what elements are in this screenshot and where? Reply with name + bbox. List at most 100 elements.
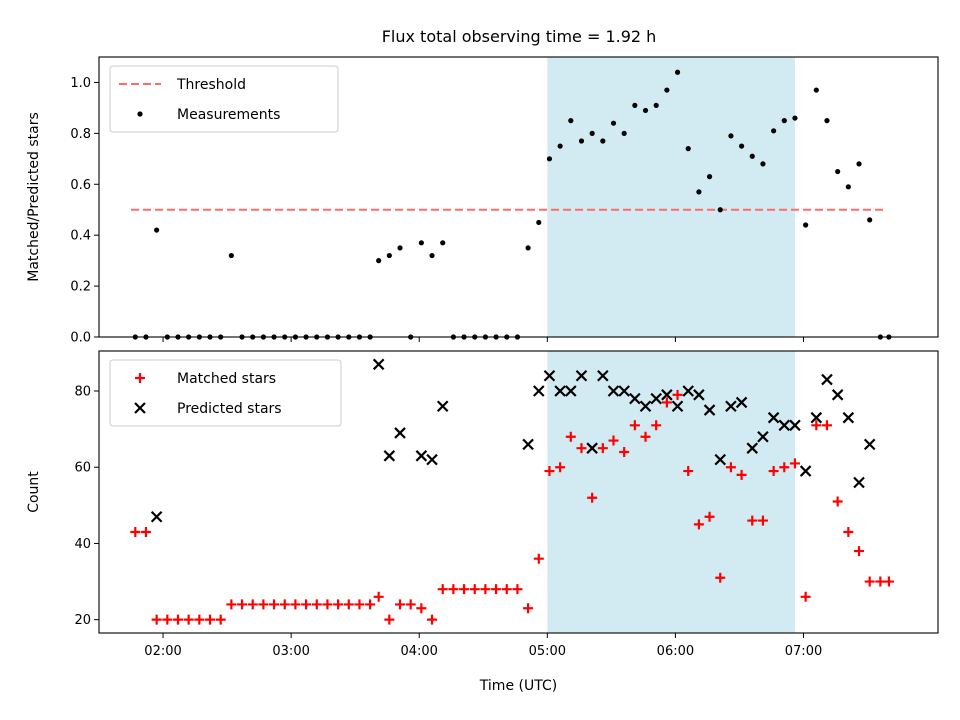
series-matched-stars	[130, 389, 894, 625]
data-point	[835, 168, 841, 175]
data-point	[501, 584, 512, 595]
data-point	[810, 411, 823, 424]
legend-label: Measurements	[177, 107, 280, 123]
data-point	[683, 466, 694, 477]
series-predicted-stars	[150, 358, 876, 523]
data-point	[607, 385, 620, 397]
chart-title: Flux total observing time = 1.92 h	[382, 27, 657, 46]
data-point	[565, 385, 577, 397]
legend-swatch	[137, 111, 143, 117]
y-tick-label: 20	[74, 613, 91, 628]
legend-box	[109, 65, 339, 133]
data-point	[854, 546, 865, 557]
data-point	[247, 599, 258, 610]
data-point	[632, 102, 638, 108]
data-point	[568, 118, 574, 124]
data-point	[533, 385, 545, 397]
data-point	[557, 143, 563, 149]
data-point	[875, 576, 886, 587]
data-point	[258, 599, 269, 610]
data-point	[554, 385, 566, 397]
highlight-band	[547, 351, 795, 633]
data-point	[789, 419, 801, 432]
data-point	[672, 389, 683, 400]
data-point	[736, 469, 747, 480]
data-point	[183, 614, 194, 625]
data-point	[725, 462, 736, 473]
data-point	[226, 599, 237, 610]
data-point	[575, 369, 588, 382]
data-point	[565, 431, 576, 442]
data-point	[416, 603, 427, 614]
data-point	[543, 369, 556, 382]
data-point	[395, 599, 406, 610]
data-point	[512, 584, 523, 595]
data-point	[544, 466, 555, 477]
data-point	[429, 252, 435, 259]
data-point	[621, 130, 627, 136]
data-point	[746, 442, 759, 454]
legend-label: Threshold	[176, 77, 246, 93]
data-point	[172, 614, 183, 625]
data-point	[228, 252, 234, 259]
y-tick-label: 0.8	[70, 127, 91, 142]
data-point	[525, 245, 531, 251]
data-point	[824, 118, 830, 124]
data-point	[448, 584, 459, 595]
data-point	[832, 496, 843, 507]
data-point	[650, 392, 662, 405]
data-point	[799, 465, 812, 477]
data-point	[523, 603, 534, 614]
legend-swatch	[134, 402, 146, 414]
data-point	[706, 174, 713, 180]
data-point	[749, 153, 755, 159]
y-tick-label: 1.0	[70, 76, 91, 91]
data-point	[682, 385, 694, 397]
data-point	[651, 420, 662, 431]
data-point	[418, 240, 424, 246]
data-point	[194, 614, 205, 625]
bottom-panel: 20 40 60 80 02:00 03:00 04:00 05:00 06:00 07:00 Co…	[26, 350, 939, 694]
top-panel: 0.0 0.2 0.4 0.6 0.8 1.0 Matched/Predicted star…	[26, 56, 939, 346]
data-point	[427, 614, 438, 625]
data-point	[130, 527, 141, 538]
data-point	[693, 389, 705, 401]
data-point	[831, 389, 844, 401]
data-point	[343, 599, 354, 610]
x-tick-label: 06:00	[657, 644, 694, 659]
data-point	[437, 584, 448, 595]
data-point	[760, 161, 766, 167]
data-point	[735, 396, 748, 409]
data-point	[397, 245, 403, 251]
x-tick-label: 07:00	[785, 644, 822, 659]
data-point	[376, 258, 382, 264]
data-point	[587, 492, 598, 503]
data-point	[842, 411, 855, 424]
y-tick-label: 80	[74, 385, 91, 400]
data-point	[555, 462, 566, 473]
data-point	[600, 138, 606, 144]
data-point	[671, 400, 684, 413]
data-point	[608, 435, 619, 446]
data-point	[639, 400, 652, 413]
plot-frame	[98, 350, 939, 634]
data-point	[576, 443, 587, 454]
data-point	[589, 130, 595, 136]
data-point	[269, 599, 280, 610]
data-point	[714, 453, 727, 466]
data-point	[301, 599, 312, 610]
data-point	[640, 431, 651, 442]
data-point	[693, 519, 704, 530]
data-point	[459, 584, 470, 595]
data-point	[619, 446, 630, 457]
data-point	[597, 369, 609, 382]
x-tick-label: 05:00	[529, 644, 566, 659]
data-point	[725, 400, 737, 413]
data-point	[365, 599, 376, 610]
data-point	[215, 614, 226, 625]
legend-label: Matched stars	[177, 371, 276, 387]
y-tick-label: 0.2	[70, 280, 91, 295]
data-point	[863, 438, 876, 451]
y-axis-label: Matched/Predicted stars	[26, 112, 42, 282]
data-point	[586, 442, 598, 454]
